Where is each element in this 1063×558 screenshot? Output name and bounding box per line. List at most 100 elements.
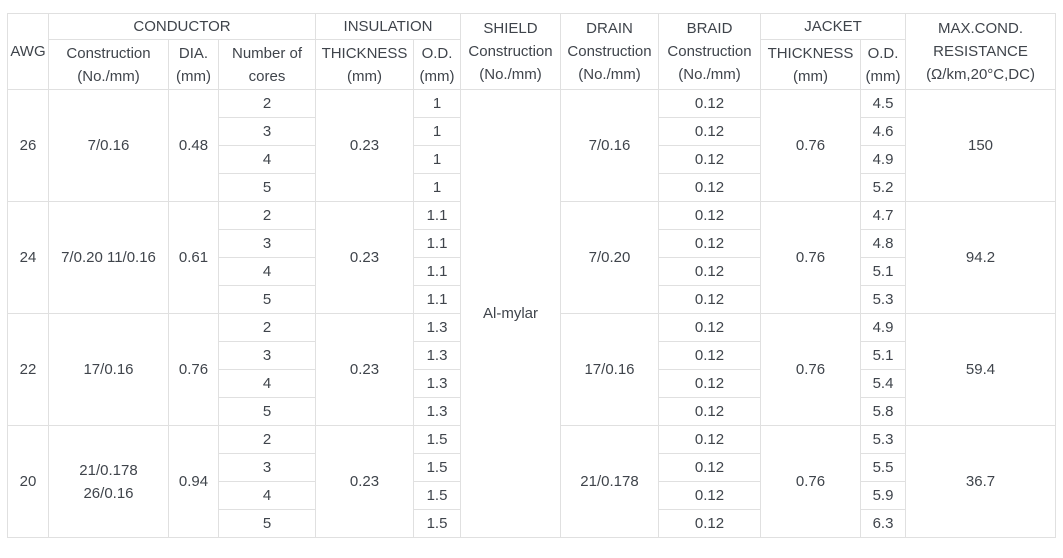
- insulation-od-cell: 1.3: [413, 397, 461, 426]
- braid-construction-cell: 0.12: [658, 257, 761, 286]
- conductor-dia-cell: 0.76: [168, 313, 219, 426]
- jacket-od-cell: 5.8: [859, 397, 907, 426]
- conductor-construction-cell: 17/0.16: [48, 313, 169, 426]
- braid-construction-cell: 0.12: [658, 425, 761, 454]
- jacket-od-cell: 4.9: [859, 145, 907, 174]
- table-row: 26 7/0.16 0.48 2 0.23 1 Al-mylar 7/0.16 …: [7, 89, 1057, 538]
- cores-cell: 2: [218, 425, 316, 454]
- drain-construction-cell: 7/0.20: [560, 201, 659, 314]
- table-row: 3 1 0.12 4.6: [8, 117, 1056, 146]
- insulation-od-cell: 1.1: [413, 201, 461, 230]
- jacket-thickness-cell: 0.76: [760, 425, 861, 538]
- insulation-od-cell: 1.1: [413, 257, 461, 286]
- insulation-od-cell: 1.3: [413, 341, 461, 370]
- jacket-od-cell: 4.9: [859, 313, 907, 342]
- table-row: 5 1 0.12 5.2: [8, 173, 1056, 202]
- jacket-od-cell: 5.2: [859, 173, 907, 202]
- table-row: 3 1.5 0.12 5.5: [8, 453, 1056, 482]
- table-row: 4 1 0.12 4.9: [8, 145, 1056, 174]
- col-header-awg: AWG: [7, 13, 49, 90]
- col-header-drain: DRAIN Construction (No./mm): [560, 13, 659, 90]
- jacket-od-cell: 4.5: [859, 89, 907, 118]
- insulation-thickness-cell: 0.23: [315, 313, 414, 426]
- table-row: 22 17/0.16 0.76 2 0.23 1.3 17/0.16 0.12 …: [7, 313, 1057, 426]
- jacket-od-cell: 5.5: [859, 453, 907, 482]
- col-header-conductor-dia: DIA. (mm): [168, 39, 219, 90]
- cores-cell: 3: [218, 229, 316, 258]
- braid-construction-cell: 0.12: [658, 285, 761, 314]
- conductor-construction-cell: 7/0.16: [48, 89, 169, 202]
- table-row: 4 1.1 0.12 5.1: [8, 257, 1056, 286]
- jacket-od-cell: 5.3: [859, 425, 907, 454]
- insulation-thickness-cell: 0.23: [315, 89, 414, 202]
- col-header-conductor-construction: Construction (No./mm): [48, 39, 169, 90]
- insulation-thickness-cell: 0.23: [315, 425, 414, 538]
- cores-cell: 4: [218, 369, 316, 398]
- header-sub-row: Construction (No./mm) DIA. (mm) Number o…: [8, 39, 1056, 90]
- drain-construction-cell: 21/0.178: [560, 425, 659, 538]
- conductor-dia-cell: 0.48: [168, 89, 219, 202]
- max-resistance-cell: 36.7: [905, 425, 1057, 538]
- braid-construction-cell: 0.12: [658, 481, 761, 510]
- max-resistance-cell: 59.4: [905, 313, 1057, 426]
- braid-construction-cell: 0.12: [658, 89, 761, 118]
- cores-cell: 5: [218, 397, 316, 426]
- cores-cell: 4: [218, 145, 316, 174]
- conductor-construction-cell: 21/0.178 26/0.16: [48, 425, 169, 538]
- jacket-od-cell: 4.8: [859, 229, 907, 258]
- table-row: 20 21/0.178 26/0.16 0.94 2 0.23 1.5 21/0…: [7, 425, 1057, 538]
- braid-construction-cell: 0.12: [658, 509, 761, 538]
- col-header-insulation-thickness: THICKNESS (mm): [315, 39, 414, 90]
- awg-cell: 24: [7, 201, 49, 314]
- braid-construction-cell: 0.12: [658, 145, 761, 174]
- insulation-od-cell: 1: [413, 173, 461, 202]
- table-row: 5 1.1 0.12 5.3: [8, 285, 1056, 314]
- jacket-thickness-cell: 0.76: [760, 313, 861, 426]
- cores-cell: 3: [218, 453, 316, 482]
- braid-construction-cell: 0.12: [658, 453, 761, 482]
- braid-construction-cell: 0.12: [658, 313, 761, 342]
- table-row: 3 1.3 0.12 5.1: [8, 341, 1056, 370]
- braid-construction-cell: 0.12: [658, 369, 761, 398]
- insulation-od-cell: 1.5: [413, 425, 461, 454]
- insulation-od-cell: 1.1: [413, 285, 461, 314]
- awg-cell: 26: [7, 89, 49, 202]
- insulation-od-cell: 1.3: [413, 313, 461, 342]
- jacket-od-cell: 5.4: [859, 369, 907, 398]
- insulation-od-cell: 1.5: [413, 509, 461, 538]
- insulation-od-cell: 1: [413, 117, 461, 146]
- col-header-jacket-thickness: THICKNESS (mm): [760, 39, 861, 90]
- braid-construction-cell: 0.12: [658, 173, 761, 202]
- max-resistance-cell: 94.2: [905, 201, 1057, 314]
- cores-cell: 2: [218, 313, 316, 342]
- insulation-od-cell: 1.3: [413, 369, 461, 398]
- table-row: 5 1.3 0.12 5.8: [8, 397, 1056, 426]
- jacket-od-cell: 4.7: [859, 201, 907, 230]
- jacket-od-cell: 5.9: [859, 481, 907, 510]
- table-row: 24 7/0.20 11/0.16 0.61 2 0.23 1.1 7/0.20…: [7, 201, 1057, 314]
- braid-construction-cell: 0.12: [658, 201, 761, 230]
- drain-construction-cell: 7/0.16: [560, 89, 659, 202]
- jacket-od-cell: 5.1: [859, 341, 907, 370]
- awg-cell: 22: [7, 313, 49, 426]
- drain-construction-cell: 17/0.16: [560, 313, 659, 426]
- col-group-conductor: CONDUCTOR: [48, 13, 316, 40]
- insulation-thickness-cell: 0.23: [315, 201, 414, 314]
- braid-construction-cell: 0.12: [658, 341, 761, 370]
- conductor-dia-cell: 0.61: [168, 201, 219, 314]
- col-group-jacket: JACKET: [759, 13, 907, 40]
- col-header-max-resistance: MAX.COND. RESISTANCE (Ω/km,20°C,DC): [905, 13, 1057, 90]
- conductor-construction-cell: 7/0.20 11/0.16: [48, 201, 169, 314]
- table-row: 4 1.5 0.12 5.9: [8, 481, 1056, 510]
- cores-cell: 2: [218, 89, 316, 118]
- col-header-number-of-cores: Number of cores: [218, 39, 316, 90]
- max-resistance-cell: 150: [905, 89, 1057, 202]
- spec-table-container: AWG CONDUCTOR INSULATION SHIELD Construc…: [7, 13, 1057, 538]
- col-group-insulation: INSULATION: [315, 13, 461, 40]
- cores-cell: 5: [218, 509, 316, 538]
- cores-cell: 3: [218, 341, 316, 370]
- braid-construction-cell: 0.12: [658, 117, 761, 146]
- braid-construction-cell: 0.12: [658, 229, 761, 258]
- jacket-od-cell: 5.1: [859, 257, 907, 286]
- cores-cell: 3: [218, 117, 316, 146]
